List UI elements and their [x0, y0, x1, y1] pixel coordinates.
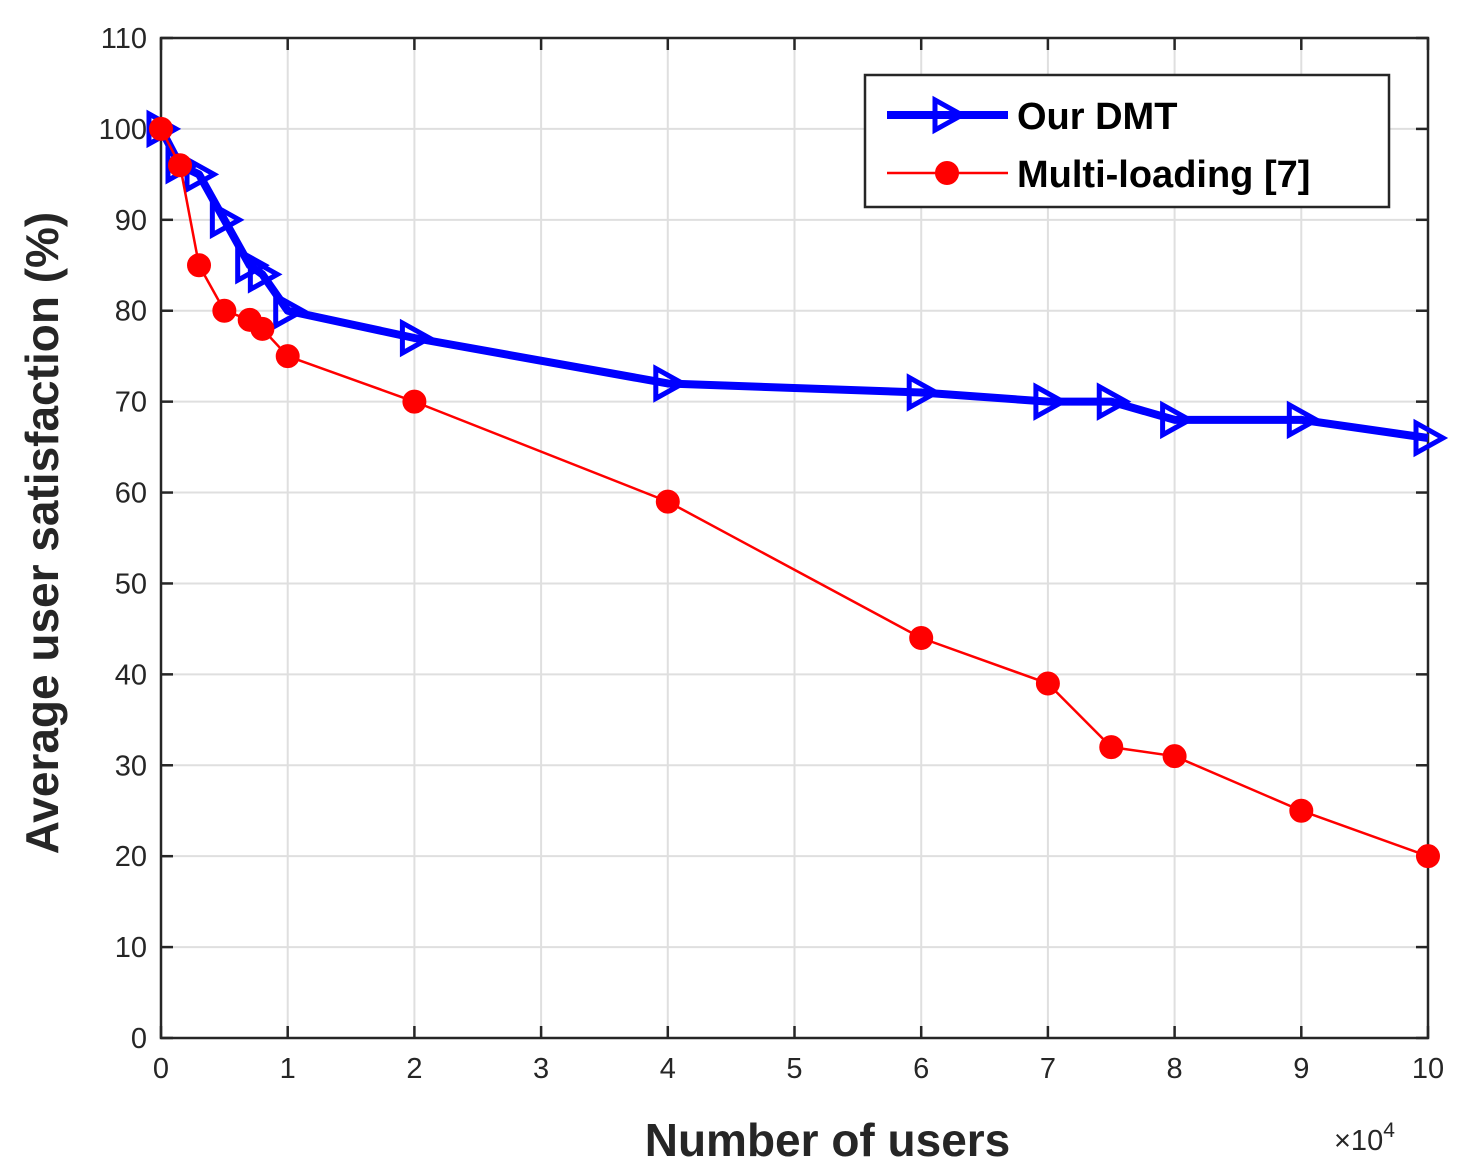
data-point [1416, 844, 1440, 869]
data-point [273, 291, 308, 330]
data-point [1162, 744, 1187, 769]
y-tick-label: 0 [131, 1023, 147, 1055]
data-point [247, 255, 283, 294]
y-tick-label: 50 [115, 568, 147, 600]
data-point [655, 489, 680, 514]
y-tick-label: 20 [115, 841, 147, 873]
y-tick-label: 80 [115, 296, 147, 328]
x-tick-label: 1 [280, 1053, 296, 1085]
x-axis-exponent-base: ×10 [1334, 1125, 1383, 1157]
data-point [402, 389, 427, 414]
x-axis-exponent: ×104 [1334, 1119, 1395, 1157]
data-point [1035, 671, 1060, 696]
legend-box [863, 73, 1391, 209]
x-axis-exponent-power: 4 [1383, 1119, 1395, 1142]
legend-label: Multi-loading [7] [1017, 154, 1310, 196]
data-point [399, 318, 435, 358]
x-tick-label: 5 [786, 1053, 802, 1085]
x-tick-label: 6 [913, 1053, 929, 1085]
series-line [157, 127, 1429, 442]
legend-marker [932, 95, 968, 135]
x-tick-label: 0 [153, 1053, 169, 1085]
legend: Our DMT Multi-loading [7] [863, 73, 1391, 209]
y-axis-label: Average user satisfaction (%) [16, 212, 68, 855]
data-point [906, 373, 942, 412]
legend-item: Multi-loading [7] [887, 154, 1310, 196]
data-point [209, 200, 245, 240]
data-point [909, 626, 934, 650]
series-multi-loading [149, 116, 1440, 869]
data-point [168, 153, 193, 178]
x-tick-label: 8 [1167, 1053, 1183, 1085]
series-our-dmt [146, 109, 1449, 458]
legend-marker [935, 161, 959, 185]
legend-label: Our DMT [1017, 96, 1177, 138]
data-point [250, 316, 275, 341]
y-tick-label: 70 [115, 387, 147, 419]
data-point [212, 298, 237, 323]
data-point [1160, 400, 1195, 440]
x-tick-label: 3 [533, 1053, 549, 1085]
data-point [1289, 798, 1314, 823]
x-axis-label: Number of users [645, 1114, 1011, 1166]
data-point [1099, 735, 1124, 760]
y-tick-label: 60 [115, 478, 147, 510]
y-tick-label: 90 [115, 205, 147, 237]
y-tick-label: 110 [101, 23, 147, 55]
x-tick-label: 2 [406, 1053, 422, 1085]
y-tick-label: 100 [99, 114, 147, 146]
data-point [1413, 418, 1449, 458]
data-point [149, 116, 173, 141]
x-tick-label: 7 [1040, 1053, 1056, 1085]
series-layer [146, 109, 1449, 869]
data-point [187, 253, 212, 278]
data-point [1286, 400, 1322, 440]
x-tick-label: 9 [1293, 1053, 1309, 1085]
data-point [653, 364, 688, 403]
y-tick-label: 10 [115, 932, 147, 964]
data-point [1096, 382, 1132, 421]
x-tick-label: 10 [1412, 1053, 1444, 1085]
data-point [1033, 382, 1069, 421]
data-point [275, 344, 300, 369]
legend-item: Our DMT [887, 95, 1177, 138]
y-tick-label: 30 [115, 750, 147, 782]
y-tick-label: 40 [115, 659, 147, 691]
x-tick-label: 4 [660, 1053, 676, 1085]
